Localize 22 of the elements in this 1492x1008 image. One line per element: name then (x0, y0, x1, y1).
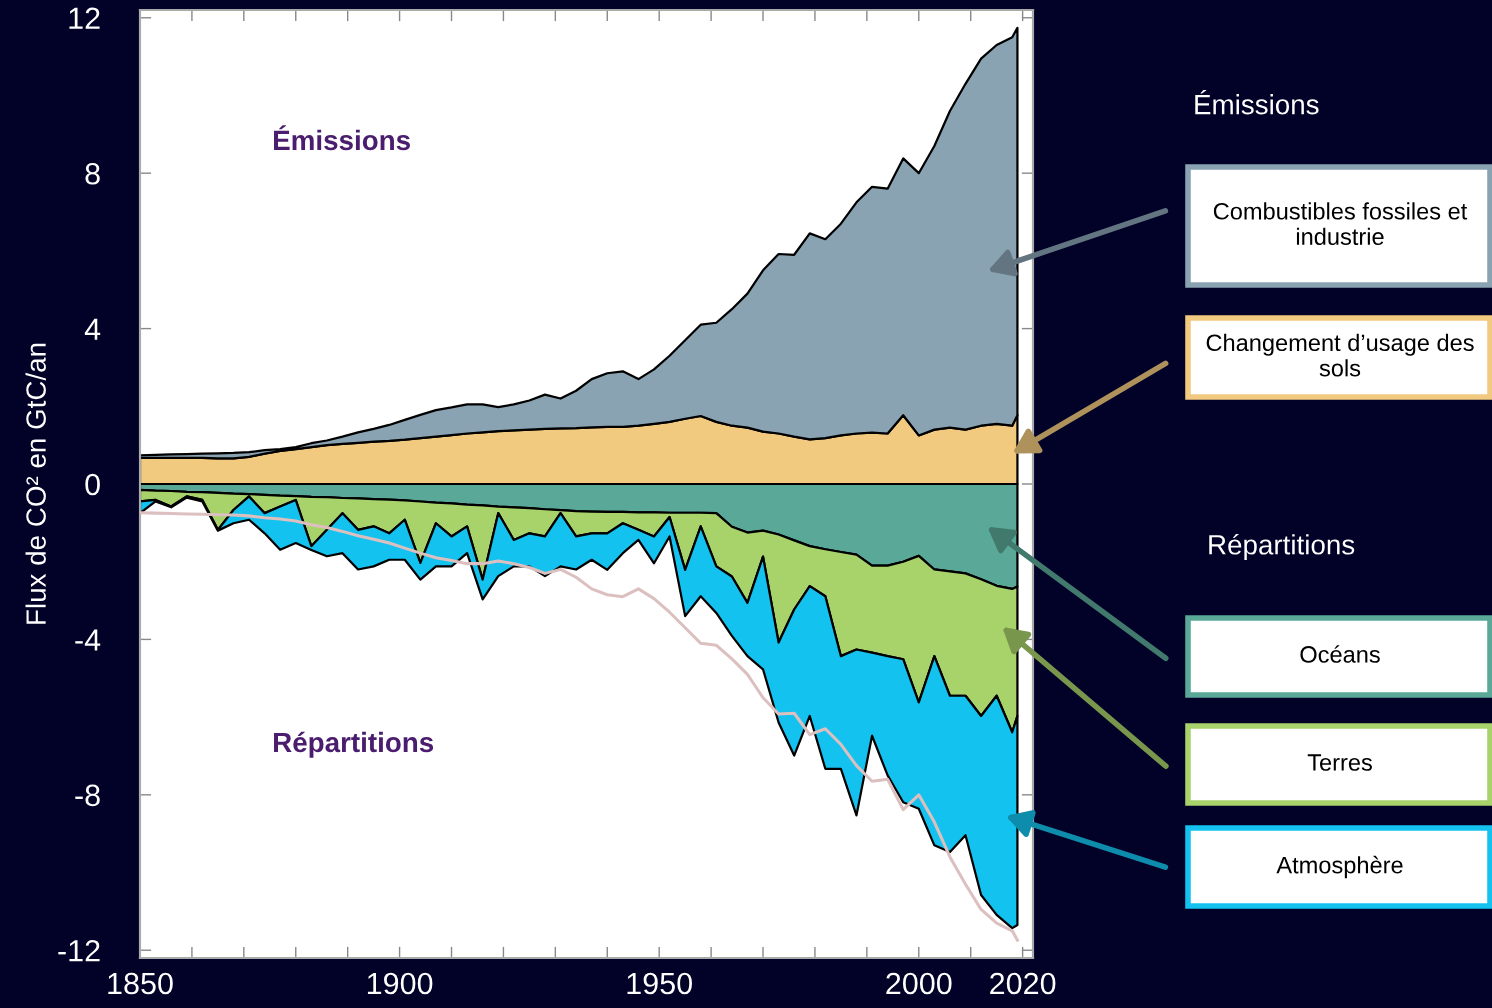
y-tick-label: 4 (84, 318, 101, 340)
y-tick-label: 12 (69, 7, 100, 29)
text: Océans (1300, 645, 1380, 663)
x-tick-label: 1850 (108, 972, 173, 995)
x-tick-label: 1900 (367, 972, 433, 995)
x-tick-label: 2020 (990, 972, 1056, 995)
text: Émissions (1195, 90, 1319, 115)
y-tick-label: -8 (75, 784, 100, 807)
text: Terres (1307, 754, 1372, 771)
text: Combustibles fossiles et industrie (1213, 202, 1468, 246)
x-tick-label: 2000 (886, 972, 952, 995)
y-tick-label: -4 (75, 629, 101, 651)
y-axis-title: Flux de CO² en GtC/an (25, 343, 46, 624)
y-tick-label: -12 (58, 939, 100, 962)
y-tick-label: 0 (85, 473, 100, 496)
annotation: Répartitions (274, 731, 434, 758)
x-tick-label: 1950 (627, 972, 692, 995)
annotation: Émissions (274, 125, 410, 151)
y-tick-label: 8 (85, 162, 100, 185)
text: Répartitions (1209, 533, 1355, 561)
text: Changement d’usage des sols (1206, 333, 1474, 377)
text: Atmosphère (1276, 855, 1403, 879)
